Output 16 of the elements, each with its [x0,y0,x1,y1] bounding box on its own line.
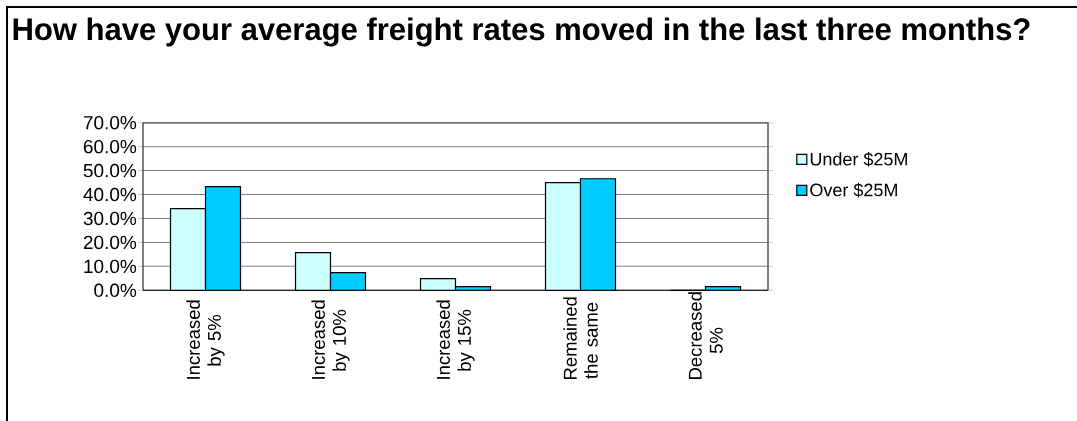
y-tick-label: 60.0% [83,139,137,154]
x-tick-label: Decreased 5% [688,292,723,379]
y-tick-label: 20.0% [83,235,137,250]
legend-label: Under $25M [810,152,907,167]
x-tick-label: Remained the same [563,297,598,379]
y-tick-label: 30.0% [83,211,137,226]
x-tick-label: Increased by 5% [186,300,225,379]
y-tick-label: 40.0% [83,187,137,202]
x-tick-label: Increased by 10% [311,300,350,379]
y-tick-label: 10.0% [84,259,137,274]
y-tick-label: 70.0% [83,115,137,130]
legend-label: Over $25M [810,182,897,198]
x-tick-label: Increased by 15% [436,300,475,379]
y-tick-label: 50.0% [83,163,137,178]
y-tick-label: 0.0% [94,283,137,298]
chart-title: How have your average freight rates moved in the last three months? [13,17,1030,47]
